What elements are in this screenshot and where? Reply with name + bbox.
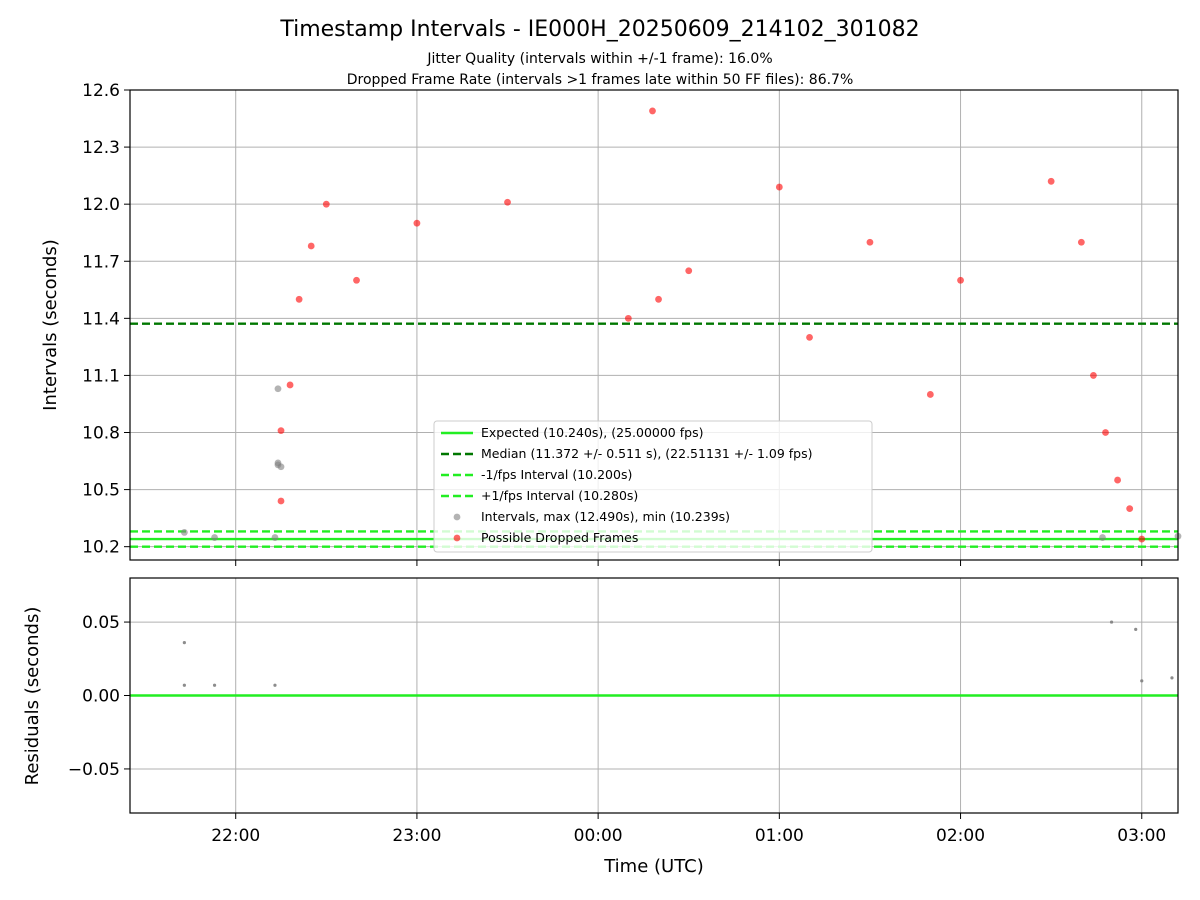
dropped-frame-point (775, 183, 783, 191)
x-tick-label: 01:00 (755, 826, 804, 846)
interval-point (274, 385, 282, 393)
legend-minus-fps-label: -1/fps Interval (10.200s) (481, 467, 632, 482)
residuals-y-ticks: −0.05 0.00 0.05 (68, 613, 130, 780)
intervals-panel: 10.2 10.5 10.8 11.1 11.4 11.7 12.0 12.3 12.6 Int… (40, 81, 1182, 566)
y-tick-label: 12.6 (82, 81, 120, 101)
y-tick-label: 12.3 (82, 138, 120, 158)
dropped-frame-point (926, 391, 934, 398)
dropped-frame-point (295, 295, 303, 303)
residual-point (182, 683, 186, 687)
interval-point (1099, 534, 1106, 541)
dropped-frame-point (1090, 372, 1097, 379)
dropped-frame-point (1114, 476, 1121, 484)
intervals-series (180, 385, 1182, 541)
dropped-frame-point (353, 276, 360, 284)
legend-expected-label: Expected (10.240s), (25.00000 fps) (481, 425, 703, 440)
dropped-frame-point (1047, 177, 1055, 185)
x-tick-label: 23:00 (392, 826, 441, 846)
residuals-x-ticks: 22:00 23:00 00:00 01:00 02:00 03:00 (211, 813, 1166, 846)
dropped-frame-point (1077, 238, 1085, 246)
legend-median-label: Median (11.372 +/- 0.511 s), (22.51131 +… (481, 446, 812, 461)
chart-subtitle-jitter: Jitter Quality (intervals within +/-1 fr… (426, 51, 772, 67)
y-tick-label: 11.7 (82, 252, 120, 272)
legend: Expected (10.240s), (25.00000 fps) Media… (433, 420, 873, 553)
dropped-frame-point (624, 314, 632, 322)
intervals-x-ticks (235, 560, 1143, 566)
dropped-frames-series (277, 107, 1146, 543)
y-tick-label: −0.05 (68, 760, 120, 780)
residuals-y-axis-label: Residuals (seconds) (22, 607, 43, 786)
dropped-frame-point (413, 219, 421, 227)
dropped-frame-point (1138, 535, 1146, 543)
dropped-frame-point (806, 333, 813, 341)
legend-dropped-marker (453, 534, 461, 542)
dropped-frame-point (685, 267, 693, 275)
interval-point (180, 529, 188, 536)
x-tick-label: 02:00 (936, 826, 985, 846)
y-tick-label: 10.5 (82, 481, 120, 501)
residual-point (182, 641, 186, 645)
intervals-y-ticks: 10.2 10.5 10.8 11.1 11.4 11.7 12.0 12.3 12.6 (82, 81, 130, 558)
chart-title: Timestamp Intervals - IE000H_20250609_21… (279, 17, 919, 42)
dropped-frame-point (504, 198, 511, 206)
dropped-frame-point (1126, 505, 1134, 513)
residual-point (1109, 620, 1114, 624)
interval-point (277, 463, 285, 471)
intervals-plot-frame (129, 89, 1179, 561)
y-tick-label: 11.4 (82, 309, 120, 329)
dropped-frame-point (655, 295, 662, 303)
intervals-y-axis-label: Intervals (seconds) (40, 239, 61, 411)
y-tick-label: 10.2 (82, 538, 120, 558)
dropped-frame-point (649, 107, 656, 115)
residual-point (212, 683, 217, 687)
dropped-frame-point (866, 238, 874, 246)
legend-box (433, 420, 873, 553)
dropped-frame-point (277, 427, 285, 435)
legend-intervals-label: Intervals, max (12.490s), min (10.239s) (481, 509, 730, 524)
dropped-frame-point (322, 200, 330, 208)
residual-point (1134, 627, 1138, 632)
x-axis-label: Time (UTC) (603, 856, 704, 877)
interval-point (271, 534, 279, 541)
x-tick-label: 03:00 (1117, 826, 1166, 846)
dropped-frame-point (957, 276, 964, 284)
y-tick-label: 0.00 (82, 687, 120, 707)
y-tick-label: 12.0 (82, 195, 120, 215)
residual-point (1140, 679, 1144, 683)
legend-intervals-marker (453, 513, 461, 521)
dropped-frame-point (286, 381, 294, 389)
residual-point (1170, 676, 1174, 680)
y-tick-label: 11.1 (82, 366, 120, 386)
dropped-frame-point (1102, 429, 1109, 436)
residual-point (273, 683, 277, 687)
y-tick-label: 10.8 (82, 424, 120, 444)
chart-subtitle-dropped: Dropped Frame Rate (intervals >1 frames … (347, 72, 854, 88)
x-tick-label: 22:00 (211, 826, 260, 846)
x-tick-label: 00:00 (574, 826, 623, 846)
intervals-grid (130, 89, 1178, 560)
legend-plus-fps-label: +1/fps Interval (10.280s) (481, 488, 638, 503)
residuals-series (182, 620, 1174, 687)
y-tick-label: 0.05 (82, 613, 120, 633)
legend-dropped-label: Possible Dropped Frames (481, 530, 638, 545)
dropped-frame-point (307, 242, 315, 250)
residuals-panel: −0.05 0.00 0.05 22:00 23:00 00:00 01:00 02:00 0… (22, 577, 1179, 877)
interval-point (211, 534, 218, 541)
dropped-frame-point (277, 497, 285, 505)
